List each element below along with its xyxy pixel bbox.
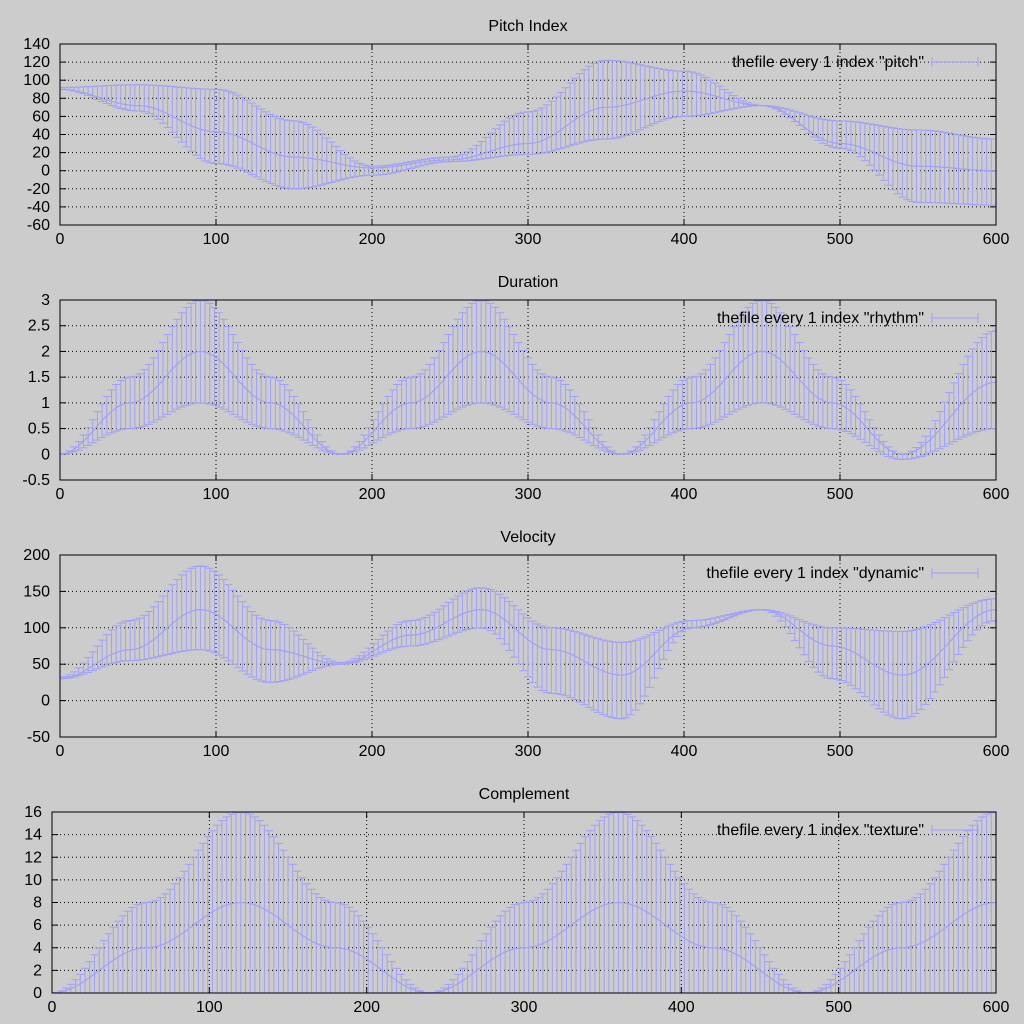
x-tick-label: 500 (827, 486, 854, 503)
y-tick-label: 8 (33, 895, 42, 912)
plot-title: Pitch Index (488, 18, 567, 35)
y-tick-label: 0 (41, 446, 50, 463)
y-tick-label: 0 (41, 163, 50, 180)
series-line (60, 350, 996, 455)
y-tick-label: 10 (24, 872, 42, 889)
x-tick-label: 600 (983, 999, 1010, 1016)
plot-panel-4: Complement 0 100 200 300 400 500 600 0 2 4 6 8 10 12 14… (24, 786, 1009, 1016)
legend-label: thefile every 1 index "rhythm" (717, 310, 924, 327)
series-line (52, 901, 996, 993)
y-tick-label: 20 (32, 145, 50, 162)
x-tick-label: 500 (827, 743, 854, 760)
plot-frame (51, 811, 997, 994)
y-tick-label: 100 (23, 620, 50, 637)
plot-frame (59, 554, 997, 738)
y-tick-label: 60 (32, 108, 50, 125)
y-tick-label: 200 (23, 547, 50, 564)
x-tick-label: 200 (359, 231, 386, 248)
y-tick-label: 120 (23, 54, 50, 71)
x-tick-label: 100 (203, 231, 230, 248)
series-1 (60, 300, 996, 460)
y-tick-label: 14 (24, 827, 42, 844)
y-tick-label: 80 (32, 90, 50, 107)
y-tick-label: -20 (27, 181, 50, 198)
x-tick-label: 400 (671, 486, 698, 503)
plot-panel-2: Duration 0 100 200 300 400 500 600 -0.5 0 0.5 1 1.5 2… (22, 274, 1009, 503)
plot-frame (59, 43, 997, 226)
series-line (60, 88, 996, 172)
y-tick-label: 100 (23, 72, 50, 89)
y-tick-label: -60 (27, 217, 50, 234)
x-tick-label: 600 (983, 231, 1010, 248)
x-tick-label: 0 (56, 743, 65, 760)
y-tick-label: 50 (32, 656, 50, 673)
plot-title: Velocity (500, 529, 555, 546)
series-line (60, 608, 996, 680)
x-tick-label: 0 (56, 231, 65, 248)
y-tick-label: 12 (24, 849, 42, 866)
x-tick-label: 400 (668, 999, 695, 1016)
plot-title: Duration (498, 274, 558, 291)
x-tick-label: 400 (671, 231, 698, 248)
x-tick-label: 600 (983, 486, 1010, 503)
x-tick-label: 500 (825, 999, 852, 1016)
y-tick-label: 0 (33, 985, 42, 1002)
x-tick-label: 400 (671, 743, 698, 760)
series-1 (52, 812, 996, 993)
x-tick-label: 100 (203, 486, 230, 503)
x-tick-label: 200 (359, 486, 386, 503)
y-tick-label: 3 (41, 292, 50, 309)
series-1 (60, 59, 996, 206)
y-tick-label: 0.5 (28, 421, 50, 438)
plot-panel-3: Velocity 0 100 200 300 400 500 600 -50 0 50 100 150 2… (23, 529, 1009, 760)
plot-title: Complement (479, 786, 570, 803)
y-tick-label: -50 (27, 729, 50, 746)
x-tick-label: 100 (203, 743, 230, 760)
x-tick-label: 0 (56, 486, 65, 503)
x-tick-label: 300 (515, 231, 542, 248)
y-tick-label: 140 (23, 36, 50, 53)
y-tick-label: 6 (33, 917, 42, 934)
y-tick-label: -40 (27, 199, 50, 216)
legend-label: thefile every 1 index "dynamic" (706, 565, 924, 582)
x-tick-label: 600 (983, 743, 1010, 760)
y-tick-label: 40 (32, 127, 50, 144)
x-tick-label: 300 (511, 999, 538, 1016)
y-tick-label: 1.5 (28, 369, 50, 386)
x-tick-label: 200 (353, 999, 380, 1016)
y-tick-label: 4 (33, 940, 42, 957)
y-tick-label: 16 (24, 804, 42, 821)
y-tick-label: -0.5 (22, 472, 50, 489)
y-tick-label: 2 (41, 343, 50, 360)
legend-label: thefile every 1 index "texture" (717, 822, 924, 839)
y-tick-label: 0 (41, 693, 50, 710)
series-1 (60, 565, 996, 720)
x-tick-label: 0 (48, 999, 57, 1016)
y-tick-label: 2 (33, 962, 42, 979)
x-tick-label: 100 (196, 999, 223, 1016)
x-tick-label: 200 (359, 743, 386, 760)
y-tick-label: 1 (41, 395, 50, 412)
legend-label: thefile every 1 index "pitch" (732, 54, 924, 71)
x-tick-label: 300 (515, 743, 542, 760)
y-tick-label: 2.5 (28, 318, 50, 335)
x-tick-label: 300 (515, 486, 542, 503)
plot-frame (59, 299, 997, 481)
x-tick-label: 500 (827, 231, 854, 248)
y-tick-label: 150 (23, 583, 50, 600)
